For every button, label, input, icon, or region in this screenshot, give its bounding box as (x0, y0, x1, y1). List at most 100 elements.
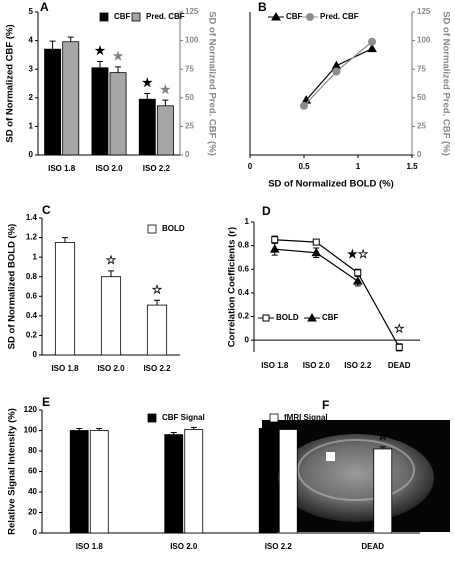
point (271, 236, 279, 244)
legend-marker (271, 11, 281, 21)
y-axis-title: SD of Normalized CBF (%) (5, 24, 16, 142)
y2-axis-title: SD of Normalized Pred. CBF (%) (440, 11, 451, 156)
y-tick-label: 0 (33, 528, 38, 537)
y-tick-label: 1.2 (26, 233, 38, 242)
y-tick-label: 60 (28, 467, 37, 476)
legend-label: BOLD (276, 313, 299, 322)
significance-marker: ★ (142, 76, 153, 90)
bar (44, 48, 62, 156)
y-tick-label: 0.8 (238, 241, 250, 250)
x-tick-label: ISO 2.0 (303, 361, 331, 370)
x-tick-label: DEAD (361, 542, 384, 551)
y-tick-label: 80 (28, 446, 37, 455)
significance-marker: ☆ (394, 321, 405, 335)
error-bar (144, 93, 151, 100)
significance-marker: ★ (95, 44, 106, 58)
x-tick-label: ISO 1.8 (48, 164, 76, 173)
y2-tick-label: 50 (185, 93, 194, 102)
y-axis-title: Correlation Coefficients (r) (227, 227, 238, 347)
legend-marker (306, 13, 314, 21)
bar (89, 430, 109, 534)
y-tick-label: 100 (24, 426, 38, 435)
bar (138, 98, 156, 156)
bar (156, 105, 174, 156)
y-tick-label: 0.2 (26, 331, 38, 340)
bar (278, 429, 298, 534)
significance-marker: ★ (160, 82, 171, 96)
error-bar (170, 432, 177, 435)
x-tick-label: ISO 1.8 (76, 542, 104, 551)
x-tick-label: ISO 2.0 (95, 164, 123, 173)
y-tick-label: 0 (29, 150, 34, 159)
error-bar (379, 446, 386, 449)
legend-swatch (99, 12, 109, 22)
y-tick-label: 120 (24, 405, 38, 414)
significance-marker: ★☆ (347, 247, 369, 261)
error-bar (96, 427, 103, 431)
error-bar (154, 299, 160, 306)
error-bar (285, 426, 292, 430)
x-tick-label: ISO 2.2 (143, 164, 171, 173)
point (368, 37, 377, 46)
point (269, 244, 280, 253)
x-tick-label: ISO 2.2 (143, 364, 171, 373)
x-tick-label: ISO 2.0 (170, 542, 198, 551)
y-tick-label: 0.4 (238, 288, 250, 297)
bar (164, 434, 184, 534)
y-tick-label: 3 (29, 64, 34, 73)
legend-swatch (131, 12, 141, 22)
y-tick-label: 2 (29, 93, 34, 102)
point (300, 101, 308, 110)
y-tick-label: 1 (33, 252, 38, 261)
legend-label: Pred. CBF (320, 12, 359, 21)
point (395, 343, 403, 351)
x-tick-label: ISO 2.0 (97, 364, 125, 373)
y-tick-label: 40 (28, 487, 37, 496)
y2-tick-label: 0 (185, 150, 190, 159)
y-axis-title: Relative Signal Intensity (%) (7, 408, 18, 535)
point (352, 276, 363, 285)
x-tick-label: ISO 1.8 (51, 364, 79, 373)
bar (100, 276, 122, 356)
x-tick-label: ISO 2.2 (344, 361, 372, 370)
legend-label: CBF (114, 12, 131, 21)
y-tick-label: 20 (28, 508, 37, 517)
panel-label: E (42, 395, 50, 409)
x-tick-label: 0.5 (298, 162, 310, 171)
y-tick-label: 4 (29, 36, 34, 45)
x-tick-label: DEAD (388, 361, 411, 370)
significance-marker: ☆ (152, 282, 163, 296)
y-tick-label: 0 (245, 335, 250, 344)
y2-tick-label: 0 (417, 150, 422, 159)
bar (258, 428, 278, 534)
bar (109, 72, 127, 156)
x-tick-label: 1.5 (406, 162, 418, 171)
legend-label: CBF (286, 12, 303, 21)
significance-marker: ☆ (106, 253, 117, 267)
y2-tick-label: 25 (417, 122, 426, 131)
legend-label: BOLD (162, 224, 185, 233)
panel-label: B (258, 0, 267, 14)
y-tick-label: 0.6 (238, 264, 250, 273)
y-tick-label: 0.2 (238, 312, 250, 321)
error-bar (49, 40, 56, 50)
significance-marker: ☆ (377, 429, 388, 443)
y2-tick-label: 125 (417, 7, 431, 16)
panel-label: A (40, 0, 49, 14)
bar (54, 242, 76, 356)
legend-swatch (269, 413, 279, 423)
y2-tick-label: 75 (417, 64, 426, 73)
panel-label: D (262, 204, 271, 218)
legend-label: CBF (322, 313, 339, 322)
x-tick-label: ISO 2.2 (265, 542, 293, 551)
y-tick-label: 0.4 (26, 311, 38, 320)
y-tick-label: 5 (29, 7, 34, 16)
bar (62, 41, 80, 156)
significance-marker: ★ (113, 49, 124, 63)
y2-tick-label: 125 (185, 7, 199, 16)
x-tick-label: 1 (356, 162, 361, 171)
legend-marker (262, 314, 270, 322)
error-bar (62, 237, 68, 243)
x-tick-label: 0 (248, 162, 253, 171)
